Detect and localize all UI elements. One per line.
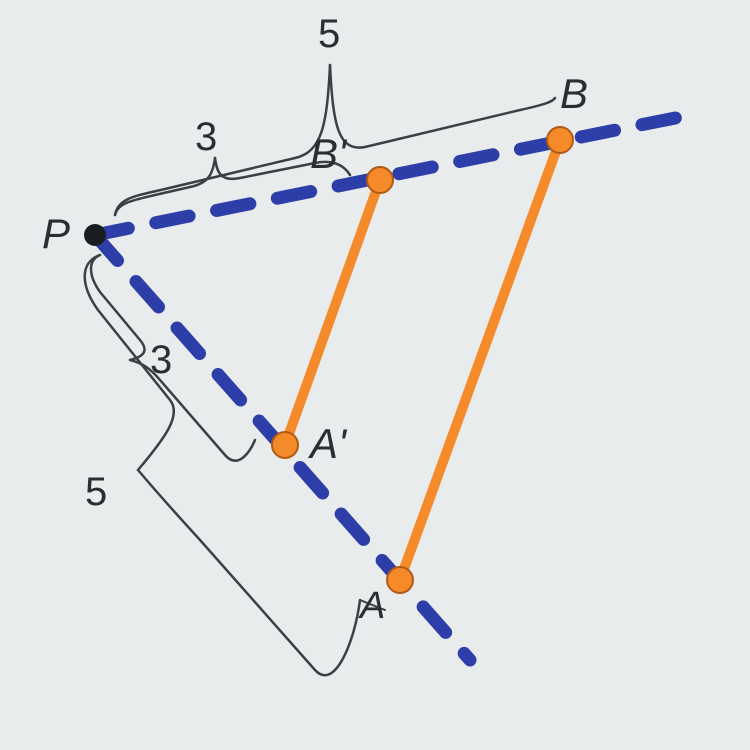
point-b xyxy=(547,127,573,153)
label-p: P xyxy=(42,210,70,258)
label-aprime: A' xyxy=(310,420,346,468)
label-b: B xyxy=(560,70,588,118)
label-3-top: 3 xyxy=(195,115,217,160)
point-bprime xyxy=(367,167,393,193)
label-a: A xyxy=(360,585,385,628)
label-5-left: 5 xyxy=(85,470,107,515)
segment-aprime-bprime xyxy=(285,180,380,445)
label-aprime-text: A' xyxy=(310,420,346,467)
point-a xyxy=(387,567,413,593)
label-3-left: 3 xyxy=(150,338,172,383)
label-5-top: 5 xyxy=(318,12,340,57)
geometry-svg xyxy=(0,0,750,750)
label-bprime: B' xyxy=(310,130,346,178)
point-aprime xyxy=(272,432,298,458)
diagram-frame: P B B' A' A 5 3 3 5 xyxy=(0,0,750,750)
segment-a-b xyxy=(400,140,560,580)
point-p xyxy=(84,224,106,246)
label-bprime-text: B' xyxy=(310,130,346,177)
